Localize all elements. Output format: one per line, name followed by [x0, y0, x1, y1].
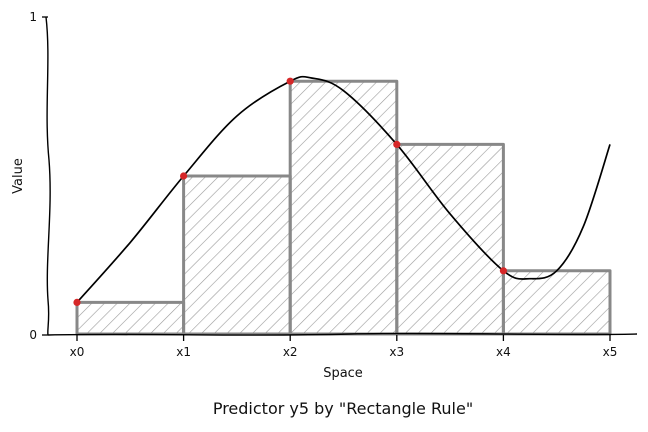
- y-tick-label-bottom: 0: [29, 328, 37, 342]
- y-tick-label-top: 1: [29, 10, 37, 24]
- bar-x0: [75, 300, 186, 336]
- bar-x4: [501, 269, 612, 336]
- x-tick-label-x2: x2: [283, 345, 298, 359]
- y-axis-line: [45, 16, 51, 336]
- sample-point-x0: [73, 298, 81, 306]
- x-ticks-layer: x0 x1 x2 x3 x4 x5: [70, 335, 618, 359]
- chart-title: Predictor y5 by "Rectangle Rule": [213, 399, 473, 418]
- points-layer: [73, 77, 507, 306]
- bar-x3: [395, 142, 505, 336]
- x-tick-label-x4: x4: [496, 345, 511, 359]
- sample-point-x1: [180, 172, 188, 180]
- bars-layer: [75, 79, 612, 336]
- x-tick-label-x0: x0: [70, 345, 85, 359]
- axes-layer: 1 0: [29, 10, 638, 342]
- x-tick-label-x1: x1: [176, 345, 191, 359]
- bar-x1: [182, 174, 292, 336]
- sample-point-x3: [393, 140, 401, 148]
- sample-point-x4: [499, 267, 507, 275]
- sample-point-x2: [286, 77, 294, 85]
- y-axis-label: Value: [11, 158, 26, 194]
- x-axis-label: Space: [323, 366, 363, 381]
- bar-x2: [288, 79, 399, 336]
- x-tick-label-x3: x3: [389, 345, 404, 359]
- x-tick-label-x5: x5: [603, 345, 618, 359]
- x-axis-line: [47, 332, 638, 336]
